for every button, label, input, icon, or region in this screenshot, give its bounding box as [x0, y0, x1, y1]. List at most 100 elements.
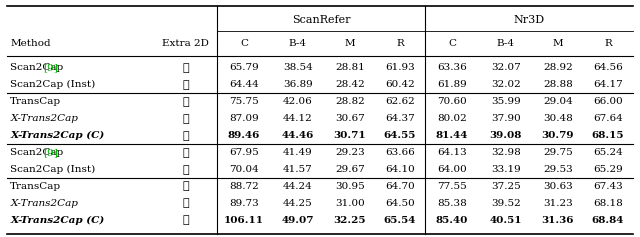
Text: 62.62: 62.62: [385, 97, 415, 106]
Text: [9]: [9]: [44, 64, 58, 73]
Text: 41.57: 41.57: [283, 165, 313, 174]
Text: 75.75: 75.75: [229, 97, 259, 106]
Text: 39.08: 39.08: [490, 131, 522, 140]
Text: Χ-Trans2Cap: Χ-Trans2Cap: [10, 114, 78, 123]
Text: Nr3D: Nr3D: [513, 14, 545, 25]
Text: 85.38: 85.38: [437, 199, 467, 208]
Text: 31.00: 31.00: [335, 199, 365, 208]
Text: 60.42: 60.42: [385, 80, 415, 89]
Text: 61.89: 61.89: [437, 80, 467, 89]
Text: 38.54: 38.54: [283, 64, 313, 73]
Text: 30.48: 30.48: [543, 114, 573, 123]
Text: 29.04: 29.04: [543, 97, 573, 106]
Text: 64.55: 64.55: [384, 131, 416, 140]
Text: 64.56: 64.56: [593, 64, 623, 73]
Text: 32.02: 32.02: [491, 80, 520, 89]
Text: 85.40: 85.40: [436, 216, 468, 225]
Text: 65.24: 65.24: [593, 148, 623, 157]
Text: B-4: B-4: [289, 39, 307, 48]
Text: 29.67: 29.67: [335, 165, 365, 174]
Text: 63.36: 63.36: [437, 64, 467, 73]
Text: 30.63: 30.63: [543, 182, 573, 191]
Text: 32.07: 32.07: [491, 64, 520, 73]
Text: 37.90: 37.90: [491, 114, 520, 123]
Text: ✗: ✗: [182, 96, 189, 107]
Text: Scan2Cap: Scan2Cap: [10, 64, 67, 73]
Text: 44.46: 44.46: [282, 131, 314, 140]
Text: 31.36: 31.36: [541, 216, 574, 225]
Text: 44.25: 44.25: [283, 199, 313, 208]
Text: 29.53: 29.53: [543, 165, 573, 174]
Text: 87.09: 87.09: [229, 114, 259, 123]
Text: 30.71: 30.71: [333, 131, 366, 140]
Text: 63.66: 63.66: [385, 148, 415, 157]
Text: ✗: ✗: [182, 79, 189, 90]
Text: 65.79: 65.79: [229, 64, 259, 73]
Text: 67.95: 67.95: [229, 148, 259, 157]
Text: Scan2Cap (Inst): Scan2Cap (Inst): [10, 80, 95, 89]
Text: 66.00: 66.00: [593, 97, 623, 106]
Text: 106.11: 106.11: [224, 216, 264, 225]
Text: 28.82: 28.82: [335, 97, 365, 106]
Text: 44.12: 44.12: [283, 114, 313, 123]
Text: 88.72: 88.72: [229, 182, 259, 191]
Text: 42.06: 42.06: [283, 97, 313, 106]
Text: Scan2Cap (Inst): Scan2Cap (Inst): [10, 165, 95, 174]
Text: 68.15: 68.15: [591, 131, 624, 140]
Text: C: C: [448, 39, 456, 48]
Text: Χ-Trans2Cap (C): Χ-Trans2Cap (C): [10, 131, 104, 140]
Text: 64.44: 64.44: [229, 80, 259, 89]
Text: 44.24: 44.24: [283, 182, 313, 191]
Text: 29.75: 29.75: [543, 148, 573, 157]
Text: 89.46: 89.46: [228, 131, 260, 140]
Text: 65.29: 65.29: [593, 165, 623, 174]
Text: 65.54: 65.54: [384, 216, 416, 225]
Text: 64.17: 64.17: [593, 80, 623, 89]
Text: 29.23: 29.23: [335, 148, 365, 157]
Text: M: M: [344, 39, 355, 48]
Text: 49.07: 49.07: [282, 216, 314, 225]
Text: 35.99: 35.99: [491, 97, 520, 106]
Text: 81.44: 81.44: [436, 131, 468, 140]
Text: B-4: B-4: [497, 39, 515, 48]
Text: M: M: [552, 39, 563, 48]
Text: R: R: [396, 39, 404, 48]
Text: 36.89: 36.89: [283, 80, 313, 89]
Text: 64.37: 64.37: [385, 114, 415, 123]
Text: 30.95: 30.95: [335, 182, 365, 191]
Text: 89.73: 89.73: [229, 199, 259, 208]
Text: ✓: ✓: [182, 215, 189, 225]
Text: 28.88: 28.88: [543, 80, 573, 89]
Text: 28.42: 28.42: [335, 80, 365, 89]
Text: C: C: [240, 39, 248, 48]
Text: 28.92: 28.92: [543, 64, 573, 73]
Text: 33.19: 33.19: [491, 165, 520, 174]
Text: 64.70: 64.70: [385, 182, 415, 191]
Text: R: R: [604, 39, 612, 48]
Text: Χ-Trans2Cap (C): Χ-Trans2Cap (C): [10, 216, 104, 225]
Text: 68.18: 68.18: [593, 199, 623, 208]
Text: 68.84: 68.84: [591, 216, 624, 225]
Text: 32.98: 32.98: [491, 148, 520, 157]
Text: 30.79: 30.79: [541, 131, 574, 140]
Text: ✓: ✓: [182, 164, 189, 175]
Text: 41.49: 41.49: [283, 148, 313, 157]
Text: 67.64: 67.64: [593, 114, 623, 123]
Text: 64.50: 64.50: [385, 199, 415, 208]
Text: 32.25: 32.25: [333, 216, 366, 225]
Text: 30.67: 30.67: [335, 114, 365, 123]
Text: 64.10: 64.10: [385, 165, 415, 174]
Text: Χ-Trans2Cap: Χ-Trans2Cap: [10, 199, 78, 208]
Text: 61.93: 61.93: [385, 64, 415, 73]
Text: Method: Method: [10, 39, 51, 48]
Text: [9]: [9]: [44, 148, 58, 157]
Text: ✓: ✓: [182, 148, 189, 158]
Text: Scan2Cap: Scan2Cap: [10, 148, 67, 157]
Text: 64.13: 64.13: [437, 148, 467, 157]
Text: ScanRefer: ScanRefer: [292, 14, 350, 25]
Text: 67.43: 67.43: [593, 182, 623, 191]
Text: Extra 2D: Extra 2D: [163, 39, 209, 48]
Text: ✓: ✓: [182, 198, 189, 209]
Text: 70.04: 70.04: [229, 165, 259, 174]
Text: TransCap: TransCap: [10, 97, 61, 106]
